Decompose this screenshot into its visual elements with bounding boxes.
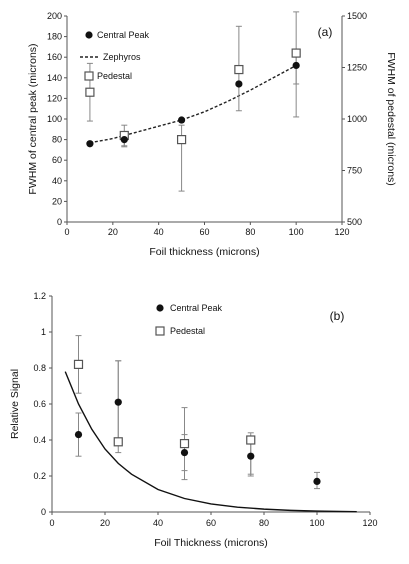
b-ytick-label: 0.4 <box>33 435 46 445</box>
b-legend-central-marker <box>156 304 164 312</box>
a-x-axis-label: Foil thickness (microns) <box>149 246 259 258</box>
b-xtick-label: 80 <box>259 518 269 528</box>
b-x-axis-label: Foil Thickness (microns) <box>154 537 268 549</box>
a-ytick-label: 100 <box>47 114 62 124</box>
b-central-point <box>313 477 321 485</box>
a-y-axis-label-left: FWHM of central peak (microns) <box>27 43 39 194</box>
b-pedestal-point <box>113 437 123 447</box>
a-legend-central-label: Central Peak <box>97 30 150 40</box>
b-xtick-label: 0 <box>49 518 54 528</box>
a-pedestal-point <box>291 48 301 58</box>
a-xtick-label: 20 <box>108 227 118 237</box>
b-xtick-label: 100 <box>309 518 324 528</box>
a-ytick-label: 160 <box>47 52 62 62</box>
a-legend-central-marker <box>85 31 93 39</box>
a-xtick-label: 120 <box>334 227 349 237</box>
a-ytick-label: 180 <box>47 32 62 42</box>
b-ytick-label: 1.2 <box>33 291 46 301</box>
a-legend-pedestal-label: Pedestal <box>97 71 132 81</box>
a-ytick-label: 200 <box>47 11 62 21</box>
b-pedestal-point <box>179 439 190 449</box>
a-y2tick-label: 1500 <box>347 11 367 21</box>
a-y2tick-label: 1000 <box>347 114 367 124</box>
a-ytick-label: 120 <box>47 93 62 103</box>
b-legend-pedestal-marker <box>155 326 165 336</box>
b-legend-pedestal-label: Pedestal <box>170 326 205 336</box>
a-xtick-label: 60 <box>199 227 209 237</box>
a-ytick-label: 60 <box>52 155 62 165</box>
a-y2tick-label: 1250 <box>347 63 367 73</box>
a-pedestal-point <box>176 135 187 145</box>
a-xtick-label: 40 <box>154 227 164 237</box>
a-panel-label: (a) <box>318 25 333 39</box>
b-xtick-label: 40 <box>153 518 163 528</box>
b-decay-curve <box>64 371 357 513</box>
b-xtick-label: 60 <box>206 518 216 528</box>
a-central-point <box>177 116 186 124</box>
b-central-point <box>114 398 122 406</box>
b-y-axis-label: Relative Signal <box>9 369 21 439</box>
a-xtick-label: 80 <box>245 227 255 237</box>
a-legend-zephyros-label: Zephyros <box>103 52 141 62</box>
a-xtick-label: 0 <box>64 227 69 237</box>
a-central-point <box>235 80 243 88</box>
a-y2tick-label: 500 <box>347 217 362 227</box>
b-ytick-label: 0.6 <box>33 399 46 409</box>
a-central-point <box>120 136 128 144</box>
b-xtick-label: 20 <box>100 518 110 528</box>
b-xtick-label: 120 <box>362 518 377 528</box>
b-ytick-label: 1 <box>41 327 46 337</box>
a-ytick-label: 20 <box>52 196 62 206</box>
b-ytick-label: 0.2 <box>33 471 46 481</box>
b-central-point <box>74 431 83 439</box>
b-pedestal-point <box>73 359 84 369</box>
a-pedestal-point <box>85 87 95 97</box>
a-pedestal-point <box>234 64 244 75</box>
b-pedestal-point <box>246 435 256 445</box>
b-ytick-label: 0 <box>41 507 46 517</box>
b-panel-label: (b) <box>330 309 345 323</box>
a-legend-pedestal-marker <box>84 71 94 81</box>
a-ytick-label: 80 <box>52 135 62 145</box>
b-central-point <box>247 452 255 460</box>
a-central-point <box>86 140 94 148</box>
a-ytick-label: 40 <box>52 176 62 186</box>
a-central-point <box>292 61 300 70</box>
a-xtick-label: 100 <box>289 227 304 237</box>
a-ytick-label: 0 <box>57 217 62 227</box>
a-y2tick-label: 750 <box>347 166 362 176</box>
b-central-point <box>180 449 189 457</box>
a-ytick-label: 140 <box>47 73 62 83</box>
a-y-axis-label-right: FWHM of pedestal (microns) <box>385 52 397 186</box>
b-legend-central-label: Central Peak <box>170 303 223 313</box>
b-ytick-label: 0.8 <box>33 363 46 373</box>
